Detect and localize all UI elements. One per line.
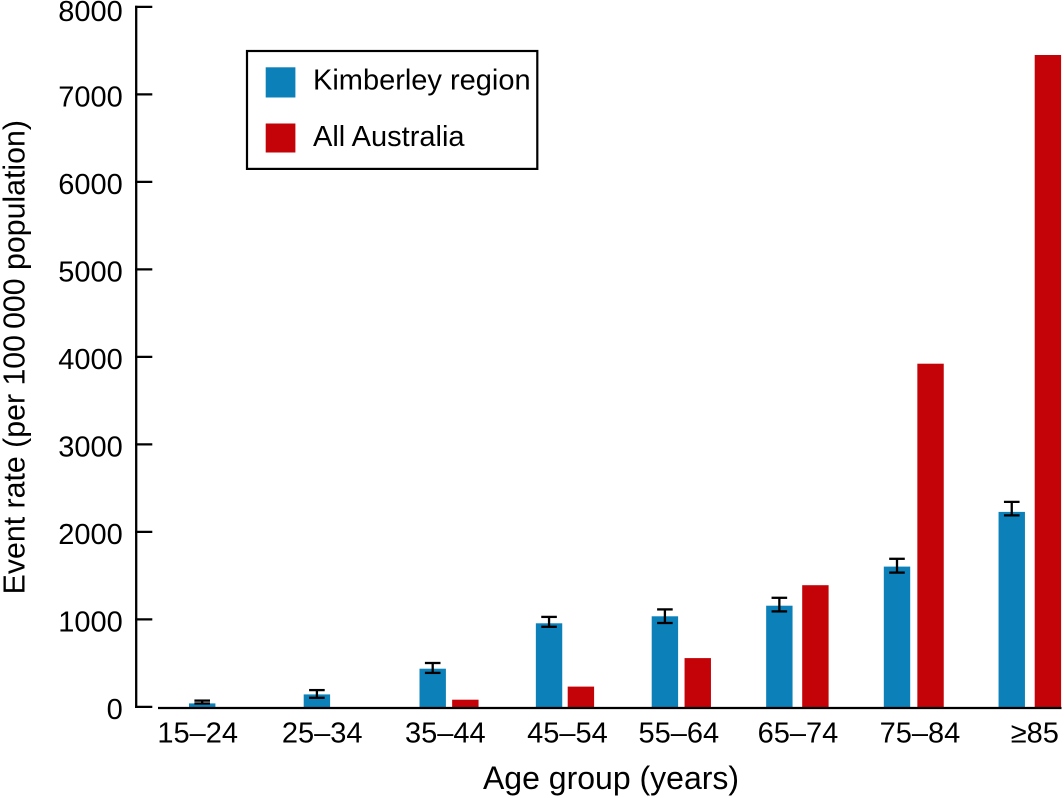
svg-text:8000: 8000 [58,0,123,28]
svg-text:All Australia: All Australia [313,121,465,153]
svg-text:25–34: 25–34 [282,717,363,749]
svg-text:7000: 7000 [58,82,123,114]
svg-text:65–74: 65–74 [758,717,839,749]
svg-text:Age group (years): Age group (years) [483,760,739,796]
svg-text:2000: 2000 [58,519,123,551]
svg-text:6000: 6000 [58,169,123,201]
svg-text:1000: 1000 [58,607,123,639]
svg-text:45–54: 45–54 [527,717,608,749]
svg-text:4000: 4000 [58,344,123,376]
svg-text:Event rate (per 100 000 popula: Event rate (per 100 000 population) [0,120,32,594]
svg-text:5000: 5000 [58,257,123,289]
svg-text:15–24: 15–24 [157,717,238,749]
svg-text:Kimberley region: Kimberley region [313,64,531,96]
svg-text:75–84: 75–84 [880,717,961,749]
svg-text:≥85: ≥85 [1011,717,1059,749]
svg-text:0: 0 [107,694,123,726]
svg-text:55–64: 55–64 [638,717,719,749]
svg-text:3000: 3000 [58,432,123,464]
svg-text:35–44: 35–44 [405,717,486,749]
